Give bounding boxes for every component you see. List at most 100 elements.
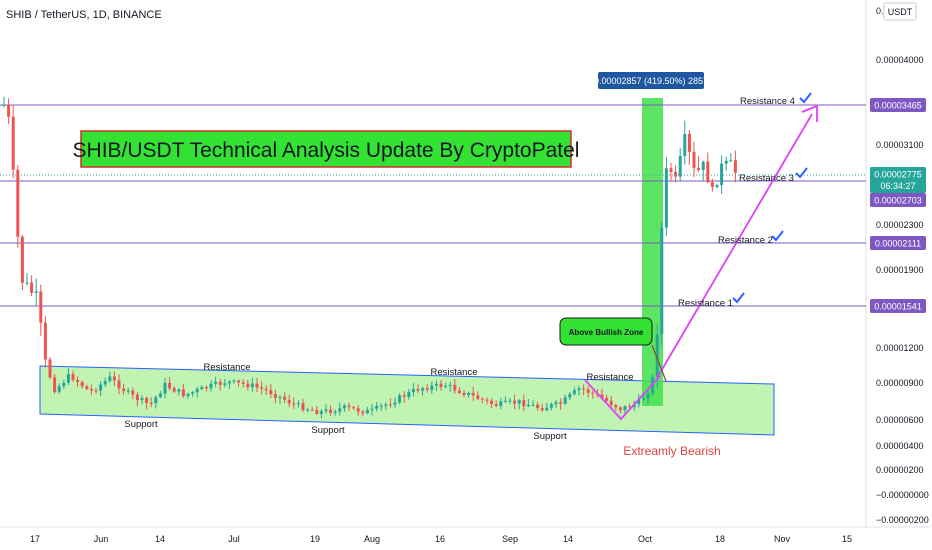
- candle-body: [701, 161, 705, 170]
- y-tick-label: 0.00001200: [876, 343, 924, 353]
- candle-body: [135, 394, 139, 401]
- x-axis-ticks: 17 Jun 14 Jul 19 Aug 16 Sep 14 Oct 18 Nov 15: [30, 534, 852, 544]
- candle-body: [62, 382, 66, 387]
- y-tick-label: 0.00001900: [876, 265, 924, 275]
- candle-body: [568, 394, 572, 398]
- candle-body: [361, 411, 365, 414]
- y-tick-label: 0.00003100: [876, 140, 924, 150]
- y-axis-ticks: 0.00004000 0.00003100 0.00002300 0.00001900…: [876, 55, 929, 525]
- candle-body: [513, 400, 517, 404]
- candle-body: [384, 404, 388, 406]
- candle-body: [11, 116, 15, 170]
- candle-body: [467, 392, 471, 395]
- candle-body: [655, 334, 659, 377]
- resistance-4-price: 0.00003465: [874, 101, 922, 111]
- pump-highlight-bar: [642, 98, 663, 406]
- channel-support-label-1: Support: [124, 419, 158, 430]
- resistance-4-price-tag: [870, 98, 926, 112]
- candle-body: [393, 402, 397, 405]
- candle-body: [526, 404, 530, 407]
- candle-body: [149, 402, 153, 404]
- candle-body: [669, 168, 673, 172]
- title-box: [80, 130, 572, 168]
- candle-body: [209, 383, 213, 389]
- candle-body: [273, 394, 277, 398]
- symbol-header: SHIB / TetherUS, 1D, BINANCE: [6, 9, 162, 21]
- channel-support-label-2: Support: [311, 425, 345, 436]
- x-tick-label: Sep: [502, 534, 518, 544]
- y-tick-label: 0.00002300: [876, 220, 924, 230]
- candle-body: [434, 383, 438, 386]
- candle-body: [421, 388, 425, 391]
- candle-body: [577, 388, 581, 391]
- candle-body: [388, 404, 392, 406]
- candle-body: [724, 160, 728, 164]
- candle-countdown: 06:34:27: [880, 181, 915, 191]
- candle-body: [255, 383, 259, 388]
- resistance-1-price-tag: [870, 299, 926, 313]
- candle-body: [471, 392, 475, 396]
- x-tick-label: Nov: [774, 534, 791, 544]
- candle-body: [250, 383, 254, 388]
- candle-body: [425, 388, 429, 390]
- candle-body: [697, 167, 701, 170]
- candle-body: [586, 389, 590, 393]
- candle-body: [549, 404, 553, 408]
- candle-body: [269, 390, 273, 395]
- candle-body: [485, 399, 489, 401]
- candle-body: [16, 169, 20, 237]
- candle-body: [333, 411, 337, 413]
- candle-body: [200, 386, 204, 390]
- candle-body: [637, 399, 641, 405]
- candle-body: [720, 163, 724, 186]
- candle-body: [733, 160, 737, 173]
- candle-body: [329, 409, 333, 413]
- accumulation-channel: [39, 365, 775, 436]
- candle-body: [457, 390, 461, 393]
- candle-body: [315, 409, 319, 414]
- resistance-1-price: 0.00001541: [874, 302, 922, 312]
- candle-body: [609, 400, 613, 406]
- channel-support-label-3: Support: [533, 431, 567, 442]
- candle-body: [246, 383, 250, 388]
- y-tick-label: −0.00000200: [876, 515, 929, 525]
- candle-body: [181, 389, 185, 397]
- candle-body: [683, 133, 687, 156]
- candle-body: [53, 377, 57, 392]
- candle-body: [264, 388, 268, 391]
- candle-body: [480, 398, 484, 400]
- bullish-zone-callout: [559, 317, 653, 346]
- candle-body: [660, 227, 664, 335]
- candle-body: [347, 405, 351, 408]
- candle-body: [292, 403, 296, 405]
- candle-body: [517, 400, 521, 404]
- candle-body: [563, 397, 567, 404]
- candle-body: [112, 376, 116, 381]
- candle-body: [241, 382, 245, 384]
- resistance-1-label: Resistance 1: [678, 298, 733, 309]
- check-icon: [771, 230, 784, 242]
- x-tick-label: Aug: [364, 534, 380, 544]
- candle-body: [338, 408, 342, 412]
- candle-body: [531, 404, 535, 406]
- candle-body: [591, 392, 595, 394]
- candle-body: [145, 398, 149, 403]
- candle-body: [476, 395, 480, 399]
- candle-body: [168, 382, 172, 389]
- candle-body: [278, 396, 282, 398]
- candle-body: [508, 400, 512, 402]
- candle-body: [715, 185, 719, 187]
- candle-body: [729, 160, 733, 162]
- candle-body: [503, 400, 507, 402]
- x-tick-label: 14: [563, 534, 573, 544]
- resistance-4-label: Resistance 4: [740, 96, 795, 107]
- currency-badge[interactable]: [883, 2, 917, 21]
- candle-body: [411, 389, 415, 393]
- x-tick-label: 14: [155, 534, 165, 544]
- candle-body: [499, 401, 503, 406]
- candle-body: [375, 406, 379, 409]
- candle-body: [89, 388, 93, 391]
- candle-body: [559, 402, 563, 404]
- candle-body: [117, 380, 121, 389]
